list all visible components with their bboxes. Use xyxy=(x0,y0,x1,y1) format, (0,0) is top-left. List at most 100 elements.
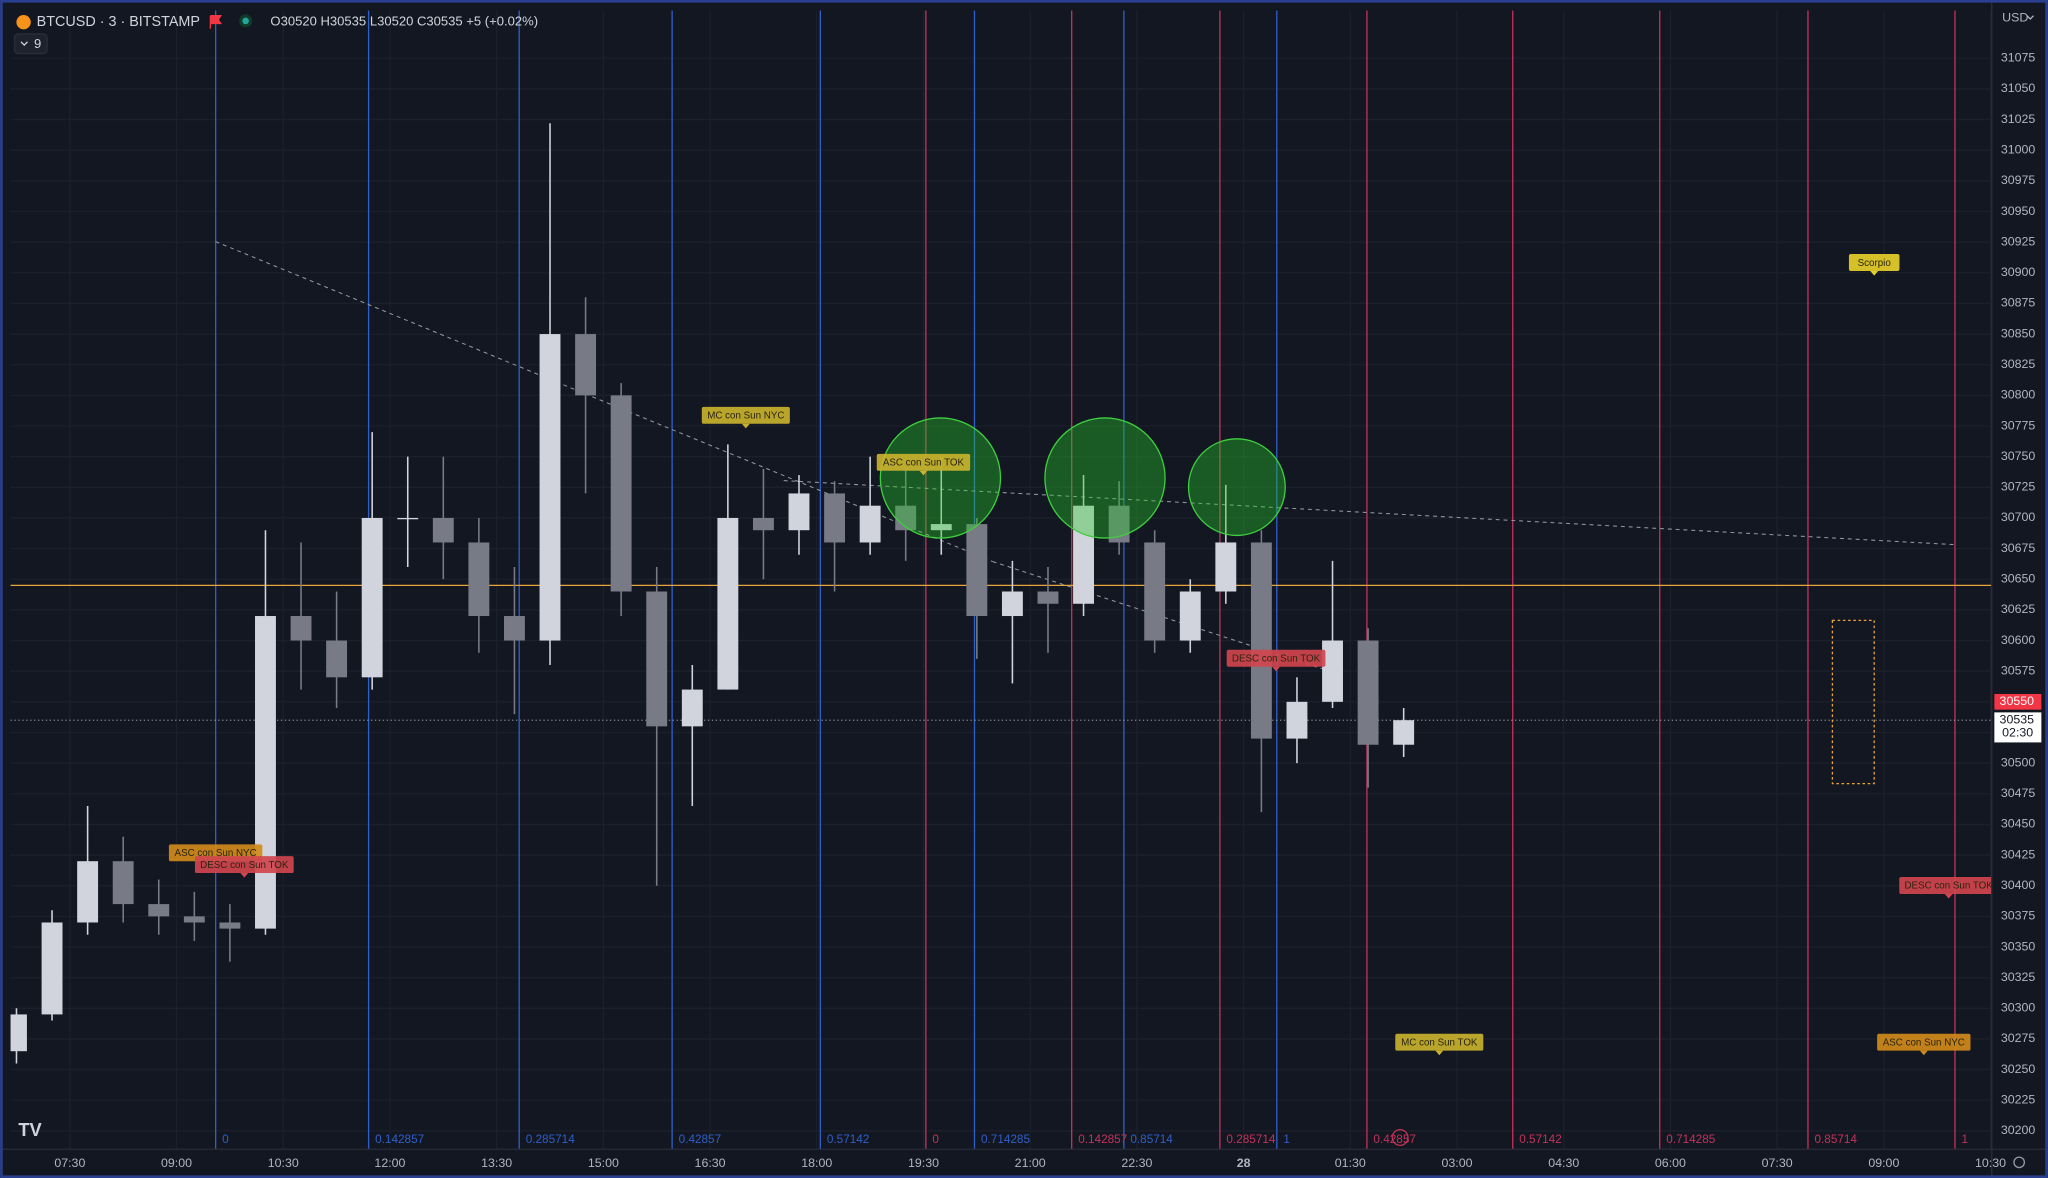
y-tick-label: 30675 xyxy=(2001,541,2036,555)
x-tick-label: 07:30 xyxy=(54,1156,85,1170)
candle-body xyxy=(681,689,703,727)
chevron[interactable] xyxy=(20,41,28,46)
x-tick-label: 07:30 xyxy=(1762,1156,1793,1170)
time-zone-label: 0.57142 xyxy=(827,1133,869,1146)
x-tick-label: 06:00 xyxy=(1655,1156,1686,1170)
candle-body xyxy=(895,505,917,531)
time-zone-label: 1 xyxy=(1283,1133,1290,1146)
candle-body xyxy=(1357,640,1379,745)
y-tick-label: 30975 xyxy=(2001,173,2036,187)
annotation-pointer xyxy=(1870,270,1879,276)
candle-body xyxy=(77,861,99,923)
annotation-pointer xyxy=(1919,1050,1928,1056)
x-tick-label: 13:30 xyxy=(481,1156,512,1170)
x-tick-label: 03:00 xyxy=(1442,1156,1473,1170)
candle-body xyxy=(41,922,63,1015)
x-tick-label: 15:00 xyxy=(588,1156,619,1170)
candle-body xyxy=(610,395,632,592)
current-price: 30535 xyxy=(2000,712,2035,726)
annotation-text: DESC con Sun TOK xyxy=(200,860,289,871)
candle-body xyxy=(1215,542,1237,592)
annotation-box xyxy=(1395,1033,1484,1051)
price-axis xyxy=(1991,0,2048,1178)
x-tick-label: 19:30 xyxy=(908,1156,939,1170)
annotation-pointer xyxy=(919,470,928,476)
y-tick-label: 30275 xyxy=(2001,1031,2036,1045)
x-tick-label: 22:30 xyxy=(1121,1156,1152,1170)
y-tick-label: 30700 xyxy=(2001,510,2036,524)
time-zone-label: 0.42857 xyxy=(679,1133,721,1146)
x-tick-label: 09:00 xyxy=(1868,1156,1899,1170)
logo[interactable]: TV xyxy=(18,1119,42,1140)
candle-body xyxy=(1108,505,1130,543)
annotation-pointer xyxy=(741,423,750,429)
annotation-box xyxy=(1848,254,1900,271)
candle-body xyxy=(1250,542,1272,739)
candle-body xyxy=(361,517,383,678)
y-tick-label: 30375 xyxy=(2001,909,2036,923)
y-tick-label: 31025 xyxy=(2001,112,2036,126)
currency[interactable]: USD xyxy=(2002,11,2028,25)
indicator-count[interactable]: 9 xyxy=(34,36,41,51)
candle-body xyxy=(1179,591,1201,641)
x-tick-label: 16:30 xyxy=(695,1156,726,1170)
y-tick-label: 31050 xyxy=(2001,81,2036,95)
flag-icon[interactable] xyxy=(209,15,223,29)
time-zone-label: 0.142857 xyxy=(375,1133,424,1146)
candle-body xyxy=(859,505,881,543)
y-tick-label: 31075 xyxy=(2001,51,2036,65)
y-tick-label: 30500 xyxy=(2001,755,2036,769)
y-tick-label: 30350 xyxy=(2001,939,2036,953)
y-tick-label: 30825 xyxy=(2001,357,2036,371)
candle-body xyxy=(824,493,846,543)
time-zone-label: 0.42857 xyxy=(1373,1133,1415,1146)
candle-body xyxy=(930,524,952,531)
time-zone-label: 0.285714 xyxy=(526,1133,575,1146)
candle-body xyxy=(1001,591,1023,617)
annotation-box xyxy=(1899,876,1992,894)
candle-body xyxy=(717,517,739,690)
annotation-text: ASC con Sun TOK xyxy=(883,458,965,469)
time-axis xyxy=(0,1149,2048,1178)
indicator-toggle[interactable] xyxy=(13,33,48,55)
candle-body xyxy=(575,334,597,396)
y-tick-label: 30450 xyxy=(2001,817,2036,831)
y-tick-label: 30850 xyxy=(2001,326,2036,340)
y-tick-label: 30475 xyxy=(2001,786,2036,800)
annotation-text: ASC con Sun NYC xyxy=(175,848,257,859)
x-tick-label: 21:00 xyxy=(1015,1156,1046,1170)
y-tick-label: 31000 xyxy=(2001,142,2036,156)
y-tick-label: 30225 xyxy=(2001,1093,2036,1107)
candle-body xyxy=(1144,542,1166,641)
time-zone-label: 0.285714 xyxy=(1226,1133,1275,1146)
candle-body xyxy=(10,1014,27,1052)
candle-body xyxy=(326,640,348,678)
replay-icon[interactable] xyxy=(1391,1129,1409,1147)
annotation-box xyxy=(194,856,294,874)
y-tick-label: 30900 xyxy=(2001,265,2036,279)
symbol[interactable]: BTCUSD · 3 · BITSTAMP xyxy=(37,14,200,30)
time-zone-label: 0.714285 xyxy=(981,1133,1030,1146)
price-tag xyxy=(1994,712,2042,743)
settings-icon[interactable] xyxy=(2013,1156,2026,1169)
candle-body xyxy=(112,861,134,905)
y-tick-label: 30625 xyxy=(2001,602,2036,616)
time-zone-label: 0.714285 xyxy=(1666,1133,1715,1146)
time-zone-label: 1 xyxy=(1962,1133,1969,1146)
annotation-text: DESC con Sun TOK xyxy=(1232,653,1321,664)
y-tick-label: 30200 xyxy=(2001,1123,2036,1137)
candle-body xyxy=(503,616,525,641)
annotation-box xyxy=(1226,649,1326,667)
x-tick-label: 01:30 xyxy=(1335,1156,1366,1170)
y-tick-label: 30800 xyxy=(2001,388,2036,402)
candle-body xyxy=(148,904,170,917)
status-dot xyxy=(242,17,249,25)
currency-chevron[interactable] xyxy=(2026,15,2034,20)
candle-body xyxy=(788,493,810,531)
y-tick-label: 30600 xyxy=(2001,633,2036,647)
annotation-text: MC con Sun TOK xyxy=(1401,1037,1478,1048)
time-zone-label: 0.142857 xyxy=(1078,1133,1127,1146)
y-tick-label: 30325 xyxy=(2001,970,2036,984)
